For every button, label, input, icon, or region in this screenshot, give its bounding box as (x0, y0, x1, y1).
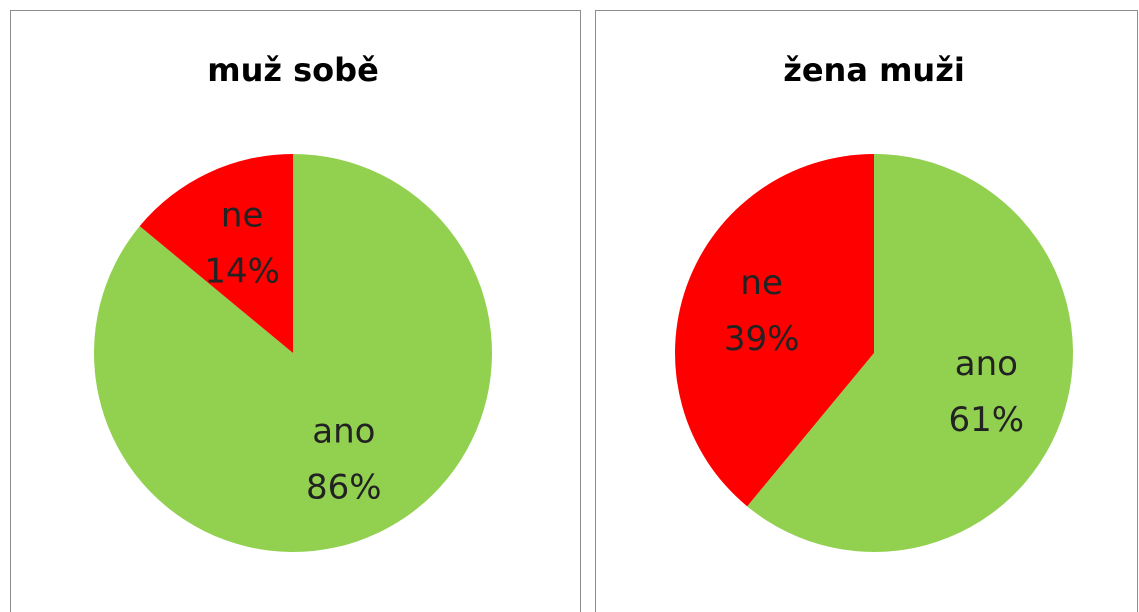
slice-value-label: 14% (204, 251, 280, 291)
slice-category-label: ano (955, 344, 1018, 384)
slice-category-label: ne (221, 195, 263, 235)
pie-slice (675, 154, 874, 507)
chart-title: muž sobě (207, 51, 379, 89)
slice-value-label: 86% (306, 468, 382, 508)
pie-slice (747, 154, 1074, 552)
slice-value-label: 61% (949, 400, 1025, 440)
slice-category-label: ano (312, 412, 375, 452)
pie-slice (139, 154, 293, 353)
slice-category-label: ne (740, 263, 782, 303)
chart-title: žena muži (783, 51, 965, 89)
slice-value-label: 39% (724, 319, 800, 359)
